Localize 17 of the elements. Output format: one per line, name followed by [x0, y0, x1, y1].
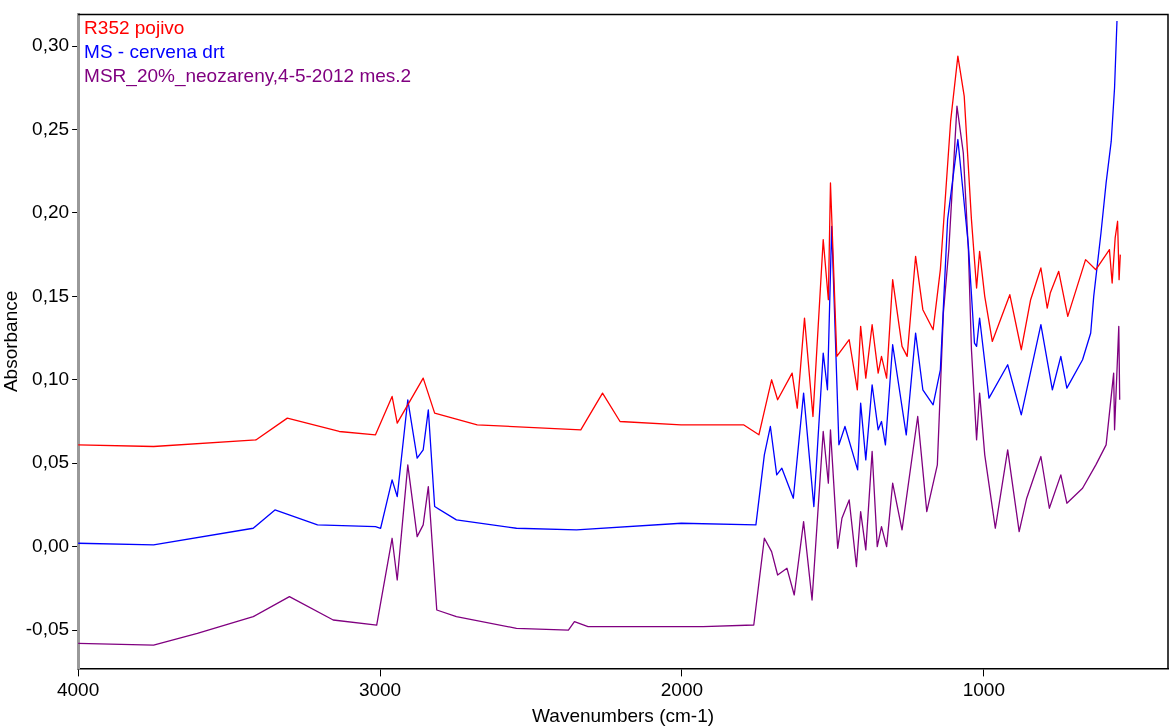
y-tick-label: 0,10 — [32, 368, 70, 390]
text: MS - cervena drt — [84, 40, 226, 65]
y-tick-label: 0,25 — [32, 117, 70, 139]
y-tick-label: -0,05 — [25, 618, 70, 640]
y-axis-title: Absorbance — [0, 290, 21, 393]
text: R352 pojivo — [84, 16, 186, 41]
y-tick-label: 0,20 — [32, 201, 70, 223]
y-tick-label: 0,30 — [32, 34, 70, 56]
y-tick-label: 0,05 — [32, 451, 70, 473]
y-tick-label: 0,15 — [32, 284, 70, 306]
x-tick-label: 2000 — [660, 679, 704, 701]
x-tick-label: 3000 — [358, 679, 402, 701]
x-tick-label: 1000 — [962, 679, 1005, 701]
x-tick-label: 4000 — [56, 679, 100, 701]
x-axis-title: Wavenumbers (cm-1) — [532, 704, 715, 726]
text: MSR_20%_neozareny,4-5-2012 mes.2 — [84, 64, 412, 89]
y-tick-label: 0,00 — [32, 534, 70, 556]
